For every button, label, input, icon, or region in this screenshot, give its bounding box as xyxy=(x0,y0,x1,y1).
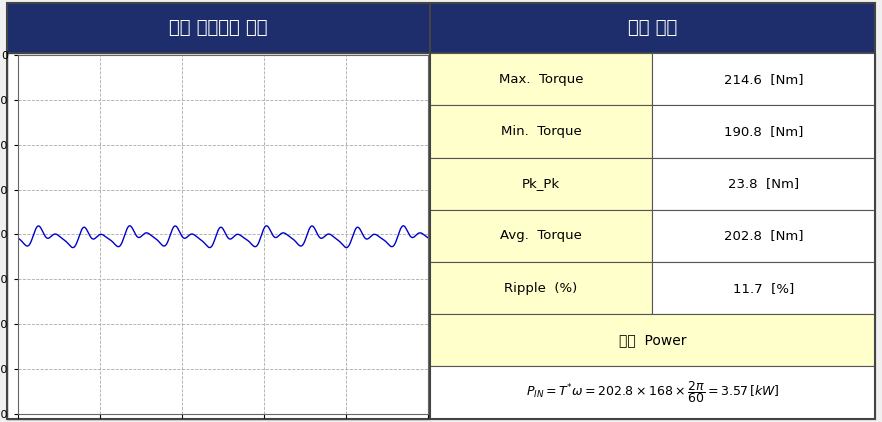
Bar xyxy=(430,157,653,210)
Text: 입력  Power: 입력 Power xyxy=(618,333,686,347)
Bar xyxy=(653,53,875,106)
Text: Max.  Torque: Max. Torque xyxy=(499,73,583,86)
Text: 214.6  [Nm]: 214.6 [Nm] xyxy=(724,73,804,86)
Text: Avg.  Torque: Avg. Torque xyxy=(500,230,582,242)
Bar xyxy=(653,210,875,262)
Text: 입력 토크리플 파형: 입력 토크리플 파형 xyxy=(169,19,267,37)
Text: $P_{IN} = T^{*}\omega = 202.8 \times 168 \times \dfrac{2\pi}{60} = 3.57\,[kW]$: $P_{IN} = T^{*}\omega = 202.8 \times 168… xyxy=(526,379,779,406)
Text: Min.  Torque: Min. Torque xyxy=(501,125,581,138)
Text: Pk_Pk: Pk_Pk xyxy=(522,177,560,190)
Bar xyxy=(7,53,430,419)
Bar xyxy=(430,314,875,366)
Bar xyxy=(430,53,653,106)
Text: 23.8  [Nm]: 23.8 [Nm] xyxy=(728,177,799,190)
Bar xyxy=(430,262,653,314)
Bar xyxy=(653,106,875,157)
Bar xyxy=(429,3,430,419)
Bar xyxy=(430,210,653,262)
Text: 토크 특성: 토크 특성 xyxy=(628,19,677,37)
Bar xyxy=(430,106,653,157)
Bar xyxy=(430,3,875,53)
Text: 202.8  [Nm]: 202.8 [Nm] xyxy=(724,230,804,242)
Bar xyxy=(7,3,430,53)
Text: Ripple  (%): Ripple (%) xyxy=(505,281,578,295)
Bar xyxy=(430,366,875,419)
Bar xyxy=(653,262,875,314)
Bar xyxy=(653,157,875,210)
Text: 11.7  [%]: 11.7 [%] xyxy=(733,281,795,295)
Text: 190.8  [Nm]: 190.8 [Nm] xyxy=(724,125,804,138)
